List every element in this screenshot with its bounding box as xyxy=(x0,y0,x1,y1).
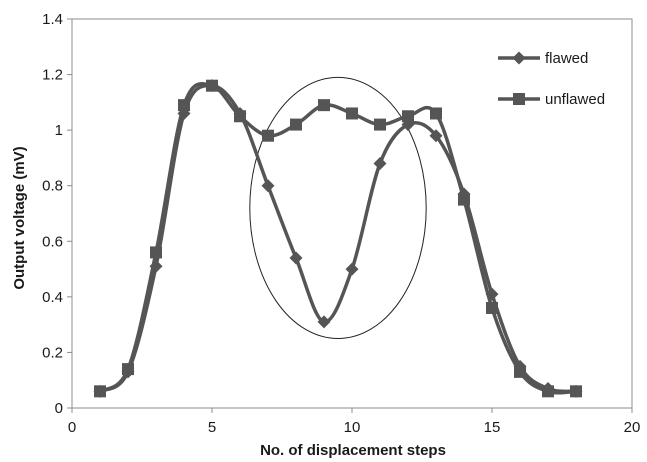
x-tick-label: 15 xyxy=(484,419,501,436)
y-tick-label: 0 xyxy=(55,400,63,417)
legend-label-flawed: flawed xyxy=(545,50,588,67)
series-unflawed xyxy=(94,79,582,398)
highlight-ellipse xyxy=(249,76,427,340)
legend-label-unflawed: unflawed xyxy=(545,91,605,108)
data-point-unflawed xyxy=(402,110,414,123)
x-tick-label: 10 xyxy=(344,419,361,436)
y-tick-label: 0.6 xyxy=(42,233,63,250)
x-tick-label: 0 xyxy=(68,419,76,436)
data-point-unflawed xyxy=(430,107,442,120)
data-point-unflawed xyxy=(486,301,498,314)
data-point-unflawed xyxy=(234,110,246,123)
data-point-unflawed xyxy=(206,79,218,92)
data-point-flawed xyxy=(261,179,275,193)
y-tick-label: 0.8 xyxy=(42,178,63,195)
data-point-unflawed xyxy=(150,246,162,259)
data-point-flawed xyxy=(373,156,387,170)
annotations xyxy=(249,76,427,340)
axes: 0 5 10 15 20 0 0.2 0.4 0.6 0.8 1 1.2 1.4 xyxy=(42,11,640,436)
x-axis-title: No. of displacement steps xyxy=(260,442,446,459)
data-point-unflawed xyxy=(458,193,470,206)
data-point-flawed xyxy=(429,129,443,143)
series-layer xyxy=(93,79,583,398)
y-axis-title: Output voltage (mV) xyxy=(11,146,28,289)
x-tick-label: 20 xyxy=(624,419,641,436)
legend-marker-unflawed xyxy=(513,93,525,105)
data-point-unflawed xyxy=(318,99,330,112)
data-point-unflawed xyxy=(94,385,106,398)
y-tick-label: 1 xyxy=(55,122,63,139)
data-point-unflawed xyxy=(570,385,582,398)
y-tick-label: 1.4 xyxy=(42,11,63,28)
y-tick-label: 1.2 xyxy=(42,67,63,84)
y-tick-label: 0.4 xyxy=(42,289,63,306)
data-point-flawed xyxy=(345,262,359,276)
legend-marker-flawed xyxy=(512,51,526,65)
data-point-unflawed xyxy=(122,363,134,376)
data-point-unflawed xyxy=(290,118,302,131)
data-point-unflawed xyxy=(178,99,190,112)
data-point-flawed xyxy=(317,315,331,329)
series-line-unflawed xyxy=(98,81,577,395)
data-point-unflawed xyxy=(262,129,274,142)
data-point-unflawed xyxy=(514,365,526,378)
plot-border xyxy=(71,18,633,409)
y-tick-label: 0.2 xyxy=(42,344,63,361)
legend: flawed unflawed xyxy=(498,50,605,108)
data-point-unflawed xyxy=(346,107,358,120)
data-point-unflawed xyxy=(374,118,386,131)
x-tick-label: 5 xyxy=(208,419,216,436)
data-point-unflawed xyxy=(542,385,554,398)
data-point-flawed xyxy=(289,251,303,265)
